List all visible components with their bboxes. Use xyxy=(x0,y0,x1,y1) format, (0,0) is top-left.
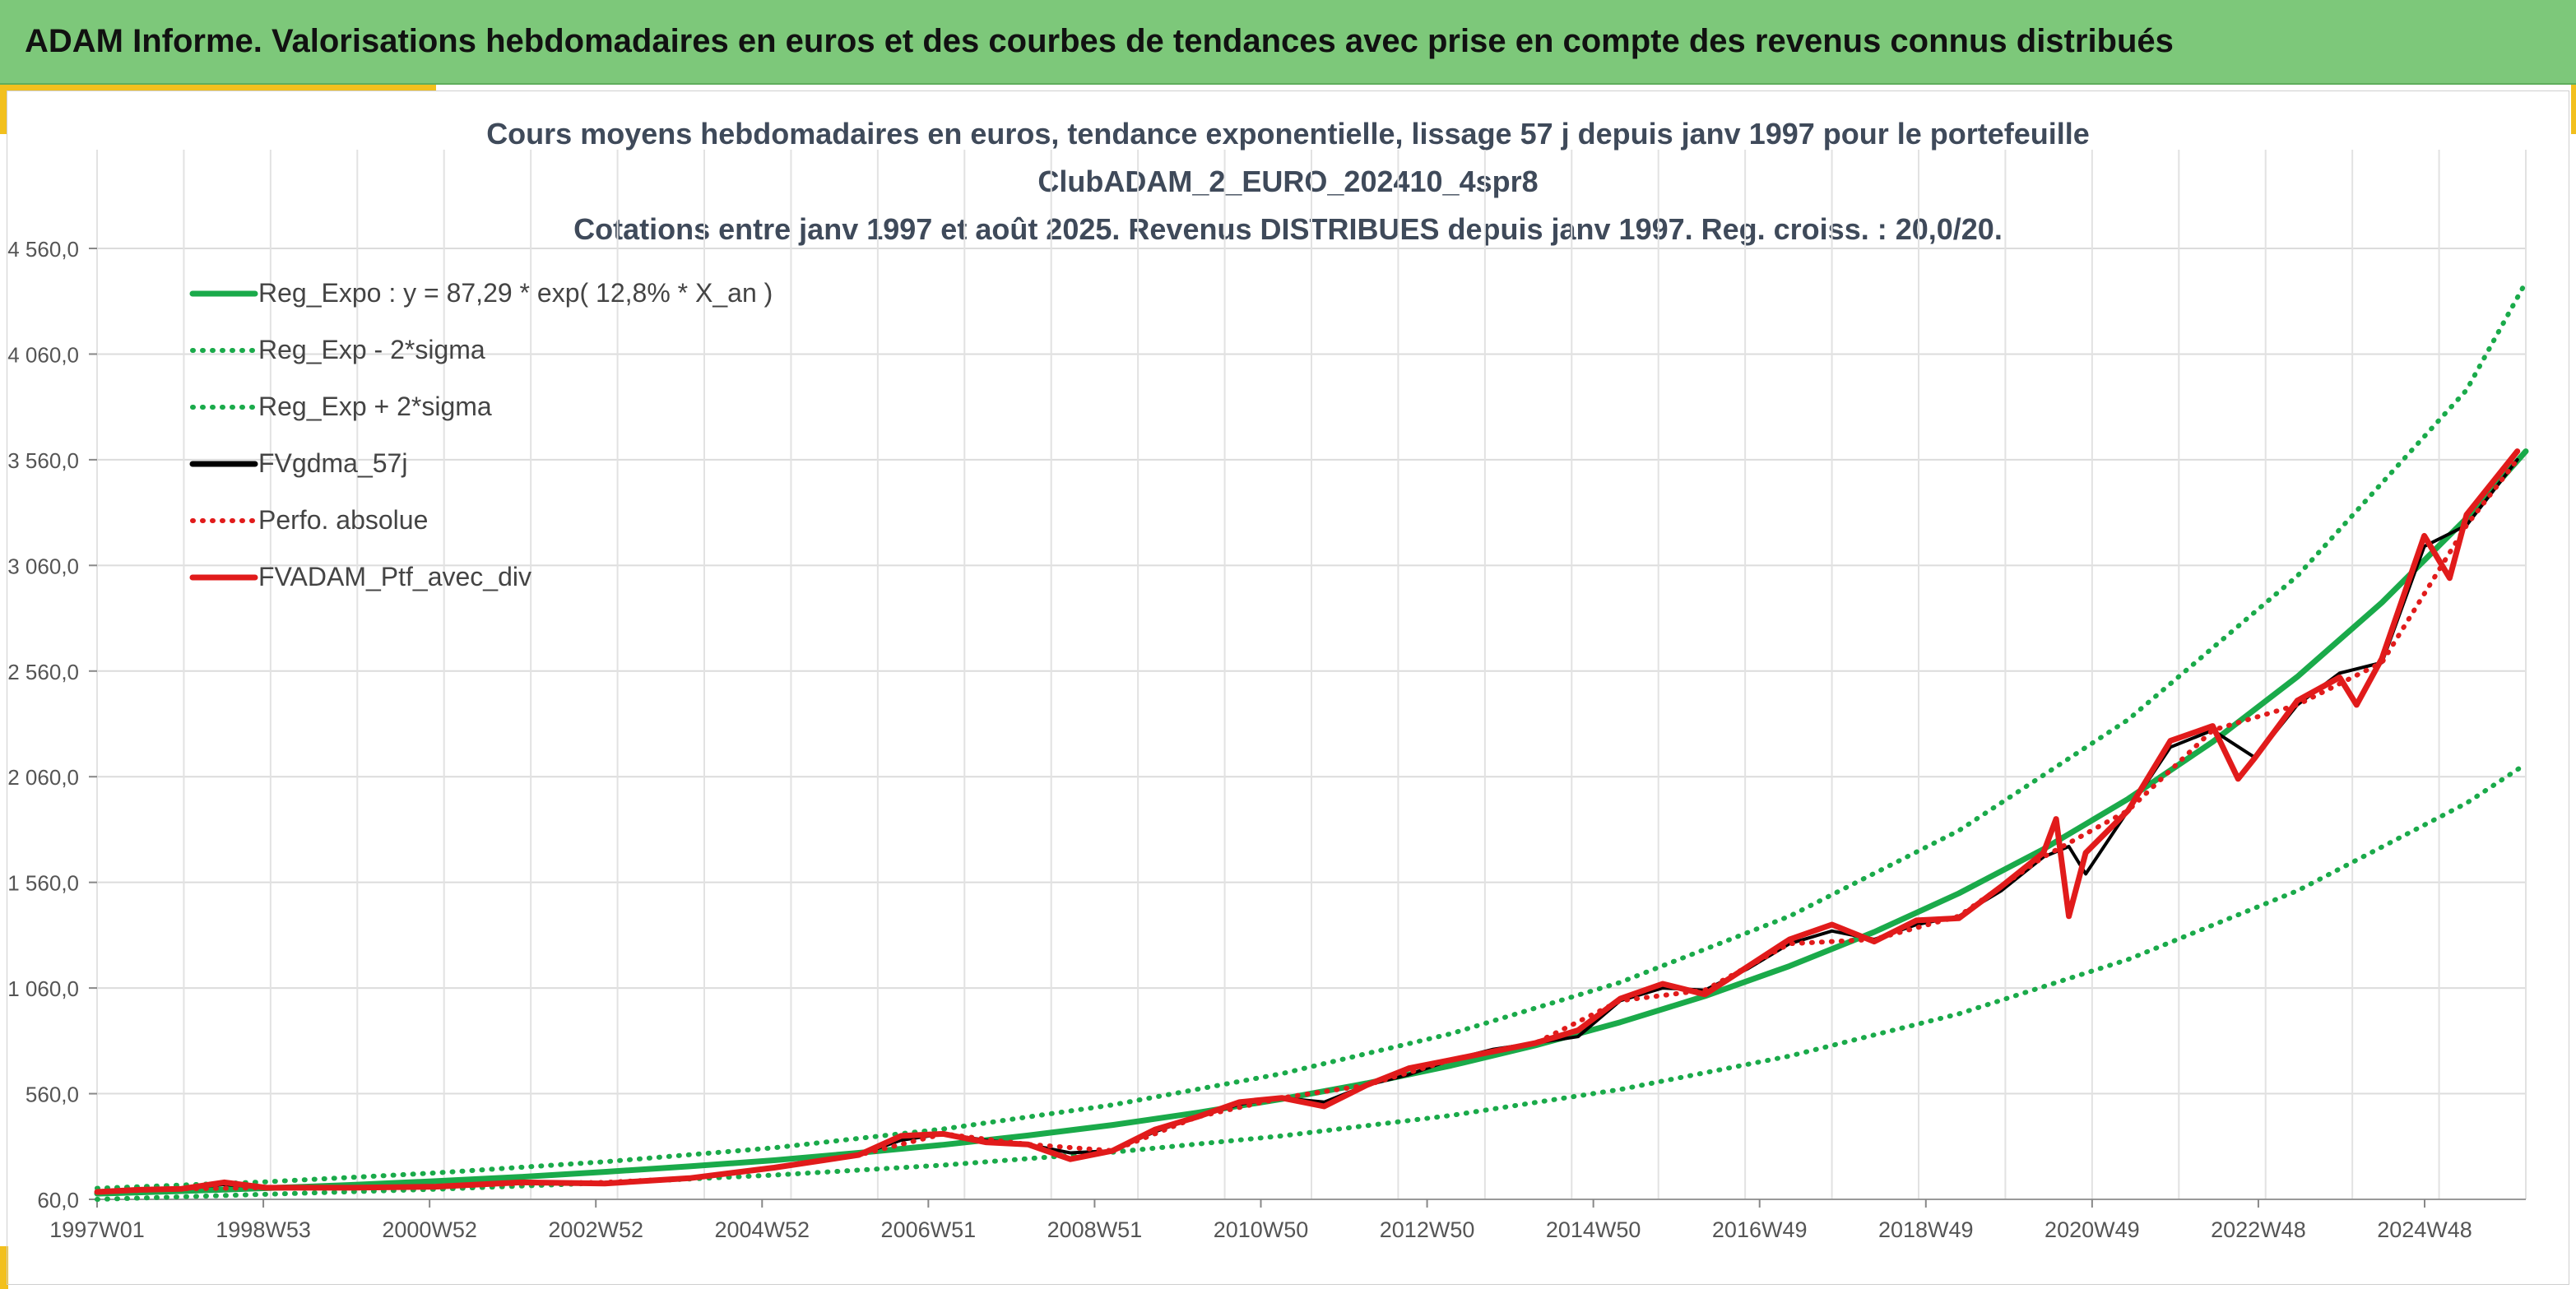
legend-label: Reg_Exp + 2*sigma xyxy=(258,392,492,421)
legend-item: FVgdma_57j xyxy=(189,435,773,492)
x-tick-label: 2018W49 xyxy=(1878,1217,1974,1242)
chart-title-line-3: Cotations entre janv 1997 et août 2025. … xyxy=(573,212,2003,246)
accent-bar-top-left xyxy=(0,85,436,91)
x-tick-label: 1997W01 xyxy=(49,1217,145,1242)
legend-item: Perfo. absolue xyxy=(189,492,773,549)
y-tick-label: 1 560,0 xyxy=(7,871,79,896)
x-tick-label: 2014W50 xyxy=(1546,1217,1641,1242)
legend-swatch xyxy=(190,517,258,523)
chart-title-line-1: Cours moyens hebdomadaires en euros, ten… xyxy=(486,117,2090,151)
accent-bar-bottom-left xyxy=(0,1246,8,1289)
x-tick-label: 2012W50 xyxy=(1380,1217,1475,1242)
chart-legend: Reg_Expo : y = 87,29 * exp( 12,8% * X_an… xyxy=(189,265,773,605)
legend-swatch xyxy=(190,347,258,353)
y-tick-label: 3 060,0 xyxy=(7,554,79,578)
x-tick-label: 2010W50 xyxy=(1214,1217,1309,1242)
x-tick-label: 2002W52 xyxy=(548,1217,643,1242)
chart-title-line-2: ClubADAM_2_EURO_202410_4spr8 xyxy=(1037,165,1539,198)
x-tick-label: 2022W48 xyxy=(2211,1217,2306,1242)
legend-swatch xyxy=(189,574,258,580)
y-tick-label: 4 060,0 xyxy=(7,342,79,367)
x-tick-label: 2000W52 xyxy=(382,1217,477,1242)
y-tick-label: 3 560,0 xyxy=(7,448,79,473)
x-tick-label: 2024W48 xyxy=(2377,1217,2472,1242)
x-tick-label: 2020W49 xyxy=(2045,1217,2140,1242)
legend-label: Reg_Expo : y = 87,29 * exp( 12,8% * X_an… xyxy=(258,278,773,308)
legend-swatch xyxy=(189,290,258,296)
banner-title: ADAM Informe. Valorisations hebdomadaire… xyxy=(25,23,2174,59)
legend-label: FVgdma_57j xyxy=(258,448,408,478)
legend-swatch xyxy=(189,461,258,466)
legend-item: FVADAM_Ptf_avec_div xyxy=(189,549,773,605)
legend-swatch xyxy=(190,404,258,410)
y-tick-label: 4 560,0 xyxy=(7,237,79,262)
legend-item: Reg_Exp - 2*sigma xyxy=(189,322,773,378)
y-tick-label: 60,0 xyxy=(37,1188,79,1212)
legend-label: Reg_Exp - 2*sigma xyxy=(258,335,485,364)
chart-frame xyxy=(7,90,2569,1285)
series-line-2 xyxy=(95,280,2528,1191)
legend-label: FVADAM_Ptf_avec_div xyxy=(258,562,531,591)
legend-label: Perfo. absolue xyxy=(258,505,429,535)
legend-item: Reg_Expo : y = 87,29 * exp( 12,8% * X_an… xyxy=(189,265,773,322)
y-tick-label: 1 060,0 xyxy=(7,976,79,1001)
x-tick-label: 2004W52 xyxy=(714,1217,810,1242)
series-line-1 xyxy=(95,761,2528,1202)
chart-series xyxy=(94,280,2529,1202)
y-tick-label: 2 060,0 xyxy=(7,765,79,790)
y-tick-label: 2 560,0 xyxy=(7,660,79,684)
y-tick-label: 560,0 xyxy=(26,1083,79,1107)
x-tick-label: 1998W53 xyxy=(216,1217,311,1242)
series-line-5 xyxy=(94,448,2521,1195)
chart-axes: 60,0 560,0 1 060,0 1 560,0 2 060,0 2 560,0 3 0… xyxy=(7,237,2526,1242)
x-tick-label: 2008W51 xyxy=(1047,1217,1143,1242)
legend-item: Reg_Exp + 2*sigma xyxy=(189,378,773,435)
accent-bar-top-right xyxy=(2571,85,2576,134)
report-banner: ADAM Informe. Valorisations hebdomadaire… xyxy=(0,0,2576,85)
x-tick-label: 2006W51 xyxy=(881,1217,977,1242)
x-tick-label: 2016W49 xyxy=(1712,1217,1808,1242)
accent-bar-left-top xyxy=(0,85,7,134)
